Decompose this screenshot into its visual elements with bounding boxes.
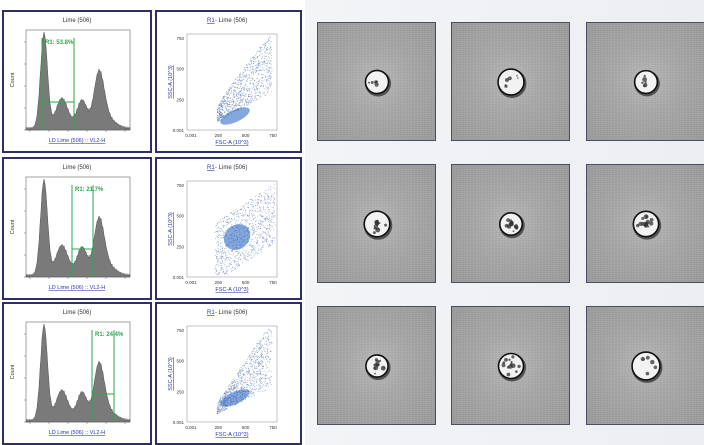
granular-cell-image — [497, 352, 526, 381]
scatter-xtick: 0.001 — [185, 425, 197, 430]
scatter-xlabel-link[interactable]: FSC-A (10^3) — [215, 432, 248, 438]
granular-cell-image — [498, 211, 525, 238]
cell-image-tile[interactable] — [317, 306, 436, 425]
scatter-xtick: 750 — [269, 425, 277, 430]
scatter-dense-cluster — [220, 389, 250, 407]
histogram-title: Lime (506) — [63, 165, 92, 171]
scatter-ytick: 500 — [176, 67, 184, 72]
histogram-bars — [25, 31, 131, 131]
scatter-points — [216, 36, 273, 122]
cell-image-gallery — [305, 0, 704, 445]
scatter-xtick: 750 — [269, 133, 277, 138]
cell-image-tile[interactable] — [451, 164, 570, 283]
granular-cell-image — [632, 210, 661, 240]
scatter-ytick: 250 — [176, 389, 184, 394]
histogram-title: Lime (506) — [63, 18, 92, 24]
scatter-panel: R1 - Lime (506) 750 500 250 0.001 0.001 250 500… — [155, 157, 302, 300]
scatter-ytick: 500 — [176, 214, 184, 219]
scatter-title: - Lime (506) — [215, 18, 247, 24]
histogram-ylabel: Count — [10, 364, 16, 379]
scatter-title: - Lime (506) — [215, 165, 247, 171]
cell-image — [496, 67, 526, 98]
scatter-ytick: 750 — [176, 36, 184, 41]
scatter-xlabel-link[interactable]: FSC-A (10^3) — [215, 140, 248, 146]
histogram-xlabel-link[interactable]: LD Lime (506) :: VL2-H — [49, 285, 106, 291]
histogram-xlabel-link[interactable]: LD Lime (506) :: VL2-H — [49, 430, 106, 436]
histogram-bars — [25, 178, 131, 278]
scatter-ylabel-link[interactable]: SSC-A (10^3) — [168, 212, 174, 246]
scatter-ytick: 0.001 — [173, 128, 185, 133]
scatter-xlabel-link[interactable]: FSC-A (10^3) — [215, 287, 248, 293]
granular-cell-image — [364, 353, 391, 380]
scatter-ytick: 500 — [176, 359, 184, 364]
cell-image-tile[interactable] — [317, 164, 436, 283]
cell-image-tile[interactable] — [586, 164, 704, 283]
scatter-ytick: 750 — [176, 328, 184, 333]
cell-image-tile[interactable] — [451, 22, 570, 141]
scatter-dense-cluster — [223, 224, 251, 250]
cytometry-panels: Lime (506) Count LD Lime (506) :: VL2-H R1:… — [0, 0, 305, 445]
scatter-ytick: 250 — [176, 244, 184, 249]
scatter-ylabel-link[interactable]: SSC-A (10^3) — [168, 357, 174, 391]
gate-marker[interactable]: R1: 24.4% — [91, 330, 124, 422]
histogram-xlabel-link[interactable]: LD Lime (506) :: VL2-H — [49, 138, 106, 144]
gate-label: R1: 21.7% — [75, 187, 104, 193]
histogram-title: Lime (506) — [63, 310, 92, 316]
scatter-ylabel-link[interactable]: SSC-A (10^3) — [168, 65, 174, 99]
histogram-ylabel: Count — [10, 72, 16, 87]
scatter-xtick: 250 — [215, 425, 223, 430]
histogram-ylabel: Count — [10, 219, 16, 234]
scatter-panel: R1 - Lime (506) 750 500 250 0.001 0.001 250 500… — [155, 10, 302, 153]
scatter-xtick: 250 — [215, 133, 223, 138]
scatter-ytick: 0.001 — [173, 275, 185, 280]
scatter-xtick: 0.001 — [185, 133, 197, 138]
scatter-xtick: 0.001 — [185, 280, 197, 285]
gate-label: R1: 24.4% — [95, 332, 124, 338]
cell-image-tile[interactable] — [451, 306, 570, 425]
scatter-gate-link[interactable]: R1 — [207, 18, 215, 24]
granular-cell-image — [362, 209, 392, 240]
scatter-gate-link[interactable]: R1 — [207, 165, 215, 171]
cell-image-tile[interactable] — [586, 306, 704, 425]
scatter-ytick: 250 — [176, 97, 184, 102]
gate-marker[interactable]: R1: 53.8% — [41, 38, 75, 130]
gate-marker[interactable]: R1: 21.7% — [71, 185, 104, 277]
cell-image — [633, 69, 660, 96]
scatter-gate-link[interactable]: R1 — [207, 310, 215, 316]
cell-image-tile[interactable] — [317, 22, 436, 141]
scatter-xtick: 250 — [215, 280, 223, 285]
scatter-xtick: 500 — [242, 280, 250, 285]
scatter-title: - Lime (506) — [215, 310, 247, 316]
cell-image-tile[interactable] — [586, 22, 704, 141]
scatter-panel: R1 - Lime (506) 750 500 250 0.001 0.001 250 500… — [155, 302, 302, 445]
scatter-dense-cluster — [220, 107, 250, 125]
cell-image — [630, 350, 662, 383]
cell-image — [364, 69, 391, 97]
scatter-xtick: 750 — [269, 280, 277, 285]
gate-label: R1: 53.8% — [45, 40, 74, 46]
scatter-ytick: 0.001 — [173, 420, 185, 425]
scatter-ytick: 750 — [176, 183, 184, 188]
scatter-xtick: 500 — [242, 133, 250, 138]
scatter-xtick: 500 — [242, 425, 250, 430]
